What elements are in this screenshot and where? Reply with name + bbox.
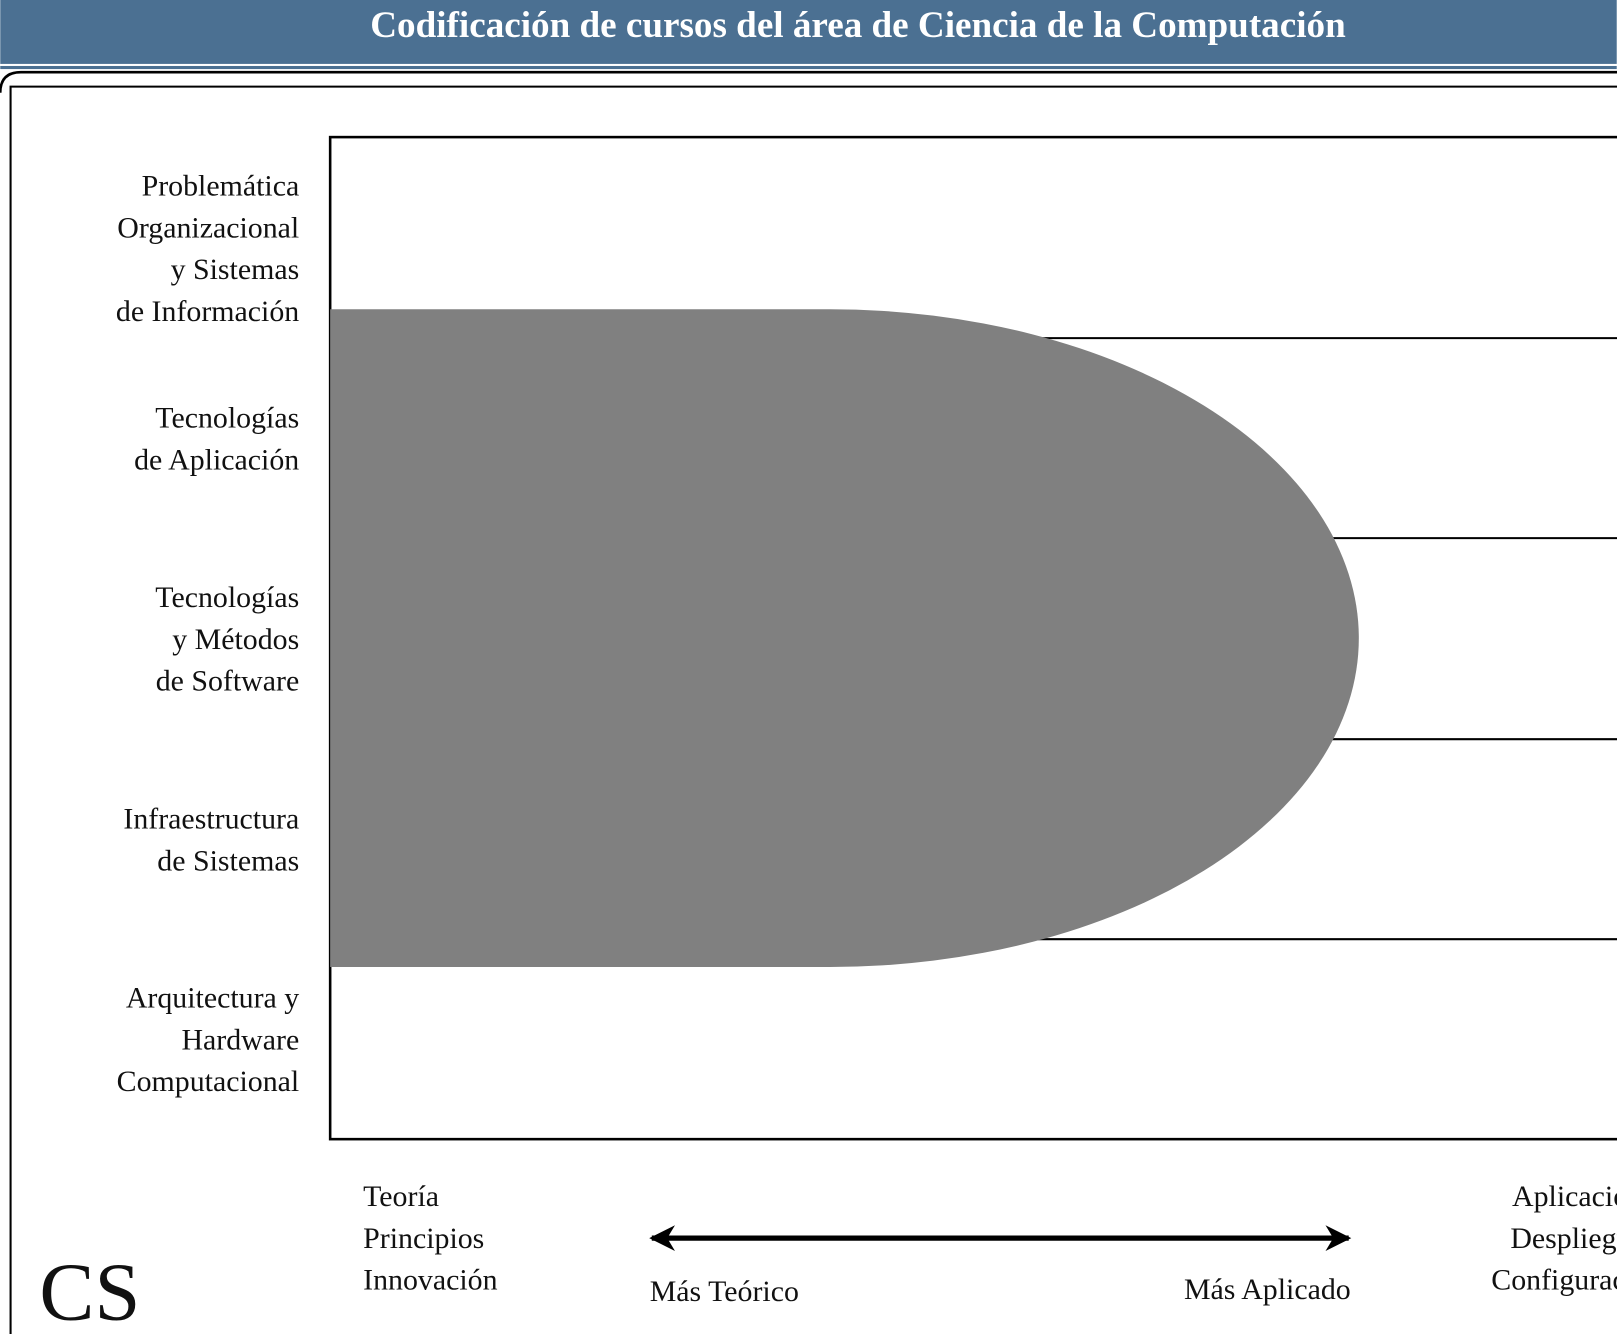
axis-left-text: Teoría (363, 1180, 439, 1213)
header-rule (0, 65, 1617, 70)
diagram (328, 135, 1617, 1252)
axis-left-text: Principios (363, 1222, 484, 1255)
row-label: Tecnologías (155, 581, 299, 614)
coverage-shape (330, 309, 1359, 967)
row-label: de Software (156, 665, 300, 698)
axis-right-text: Aplicación (1512, 1180, 1617, 1213)
row-label: Tecnologías (155, 402, 299, 435)
row-label: Hardware (181, 1023, 299, 1056)
row-label: Problemática (142, 170, 300, 203)
header-bar (0, 0, 1617, 64)
axis-right-text: Configuración (1491, 1264, 1617, 1297)
row-label: y Sistemas (171, 253, 300, 286)
row-label: Arquitectura y (126, 982, 299, 1015)
logo: CS (39, 1247, 140, 1334)
arrow-left-label: Más Teórico (650, 1275, 799, 1308)
row-label: de Aplicación (134, 443, 299, 476)
row-label: Computacional (117, 1065, 300, 1098)
row-label: y Métodos (172, 623, 299, 656)
row-label: de Sistemas (157, 844, 299, 877)
row-label: de Información (116, 295, 299, 328)
row-label: Organizacional (117, 211, 299, 244)
header-title: Codificación de cursos del área de Cienc… (370, 5, 1346, 46)
axis-left-text: Innovación (363, 1264, 497, 1297)
arrow-right-label: Más Aplicado (1184, 1273, 1351, 1306)
row-label: Infraestructura (123, 803, 299, 836)
axis-right-text: Despliegue (1510, 1222, 1617, 1255)
outer-frame (0, 70, 1617, 93)
inner-frame (9, 85, 1617, 1334)
